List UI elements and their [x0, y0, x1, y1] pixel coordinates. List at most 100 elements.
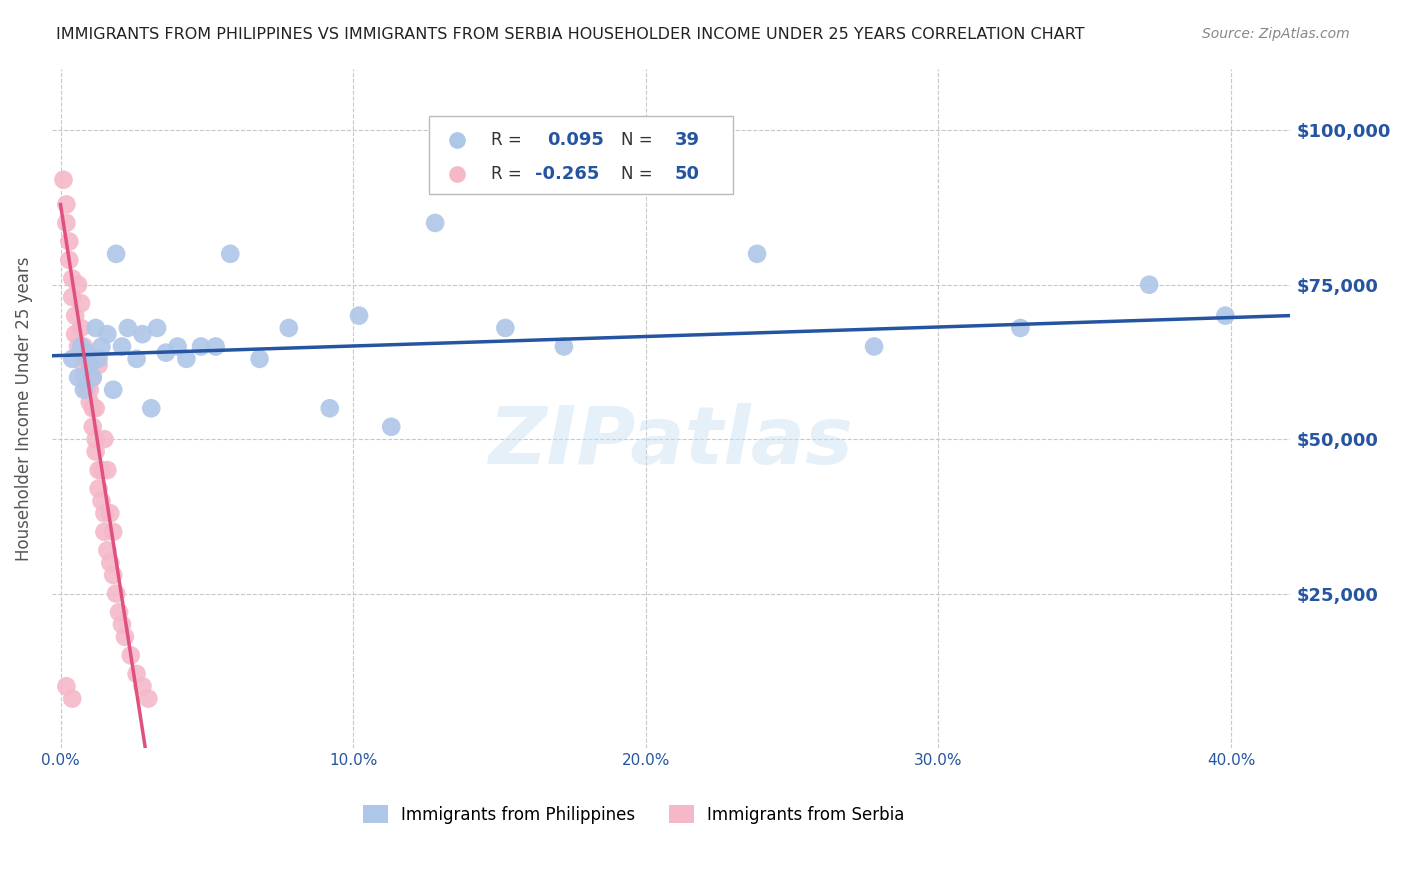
Point [67, 277, 90, 292]
Text: N =: N = [621, 131, 658, 149]
Point [141, 401, 163, 416]
Point [105, 586, 128, 600]
Point [114, 630, 136, 644]
Point [111, 617, 134, 632]
Point [98, 556, 121, 570]
Point [58, 252, 80, 267]
Point [55, 216, 77, 230]
Point [70, 345, 93, 359]
Point [82, 370, 104, 384]
Point [146, 321, 169, 335]
Point [67, 370, 90, 384]
Text: -0.265: -0.265 [534, 165, 599, 183]
Point [84, 432, 107, 446]
Point [117, 321, 139, 335]
Point [87, 358, 110, 372]
Point [423, 216, 446, 230]
Point [103, 524, 125, 539]
Text: R =: R = [491, 131, 527, 149]
Point [347, 309, 370, 323]
Point [155, 345, 177, 359]
Point [190, 339, 212, 353]
Point [73, 339, 96, 353]
Point [79, 358, 101, 372]
Point [60, 351, 83, 366]
Y-axis label: Householder Income Under 25 years: Householder Income Under 25 years [15, 256, 32, 560]
Point [84, 401, 107, 416]
Point [93, 506, 115, 520]
Point [628, 154, 651, 169]
Point [82, 401, 104, 416]
Point [79, 395, 101, 409]
Point [55, 679, 77, 693]
Point [87, 351, 110, 366]
Point [87, 482, 110, 496]
Point [90, 494, 112, 508]
Point [96, 463, 118, 477]
Point [58, 235, 80, 249]
Point [84, 444, 107, 458]
Point [76, 383, 98, 397]
Point [319, 401, 342, 416]
Point [120, 648, 142, 663]
Point [219, 247, 242, 261]
Text: N =: N = [621, 165, 658, 183]
Point [249, 351, 271, 366]
Point [63, 309, 86, 323]
Point [108, 605, 131, 619]
Text: IMMIGRANTS FROM PHILIPPINES VS IMMIGRANTS FROM SERBIA HOUSEHOLDER INCOME UNDER 2: IMMIGRANTS FROM PHILIPPINES VS IMMIGRANT… [56, 27, 1085, 42]
Point [93, 524, 115, 539]
Point [745, 247, 768, 261]
Text: R =: R = [491, 165, 527, 183]
Point [63, 327, 86, 342]
Point [1213, 309, 1236, 323]
Point [553, 339, 575, 353]
Point [70, 296, 93, 310]
Point [96, 327, 118, 342]
Point [73, 358, 96, 372]
Point [70, 321, 93, 335]
Point [1137, 277, 1160, 292]
Point [105, 247, 128, 261]
Point [93, 432, 115, 446]
Point [96, 543, 118, 558]
Point [60, 691, 83, 706]
Text: Source: ZipAtlas.com: Source: ZipAtlas.com [1202, 27, 1350, 41]
Point [125, 666, 148, 681]
Point [79, 358, 101, 372]
Point [863, 339, 886, 353]
FancyBboxPatch shape [429, 116, 733, 194]
Point [204, 339, 226, 353]
Legend: Immigrants from Philippines, Immigrants from Serbia: Immigrants from Philippines, Immigrants … [354, 797, 912, 832]
Point [494, 321, 516, 335]
Point [52, 172, 75, 186]
Text: 50: 50 [675, 165, 699, 183]
Point [103, 383, 125, 397]
Point [103, 568, 125, 582]
Text: 0.095: 0.095 [547, 131, 603, 149]
Point [79, 383, 101, 397]
Point [131, 679, 153, 693]
Point [380, 419, 402, 434]
Point [1010, 321, 1032, 335]
Point [277, 321, 299, 335]
Point [111, 339, 134, 353]
Point [176, 351, 198, 366]
Point [82, 419, 104, 434]
Text: ZIPatlas: ZIPatlas [488, 403, 853, 482]
Point [73, 383, 96, 397]
Point [60, 290, 83, 304]
Point [55, 197, 77, 211]
Point [90, 339, 112, 353]
Point [60, 271, 83, 285]
Point [166, 339, 188, 353]
Point [131, 327, 153, 342]
Point [136, 691, 159, 706]
Point [125, 351, 148, 366]
Point [98, 506, 121, 520]
Point [73, 370, 96, 384]
Point [82, 370, 104, 384]
Text: 39: 39 [675, 131, 699, 149]
Point [90, 463, 112, 477]
Point [76, 345, 98, 359]
